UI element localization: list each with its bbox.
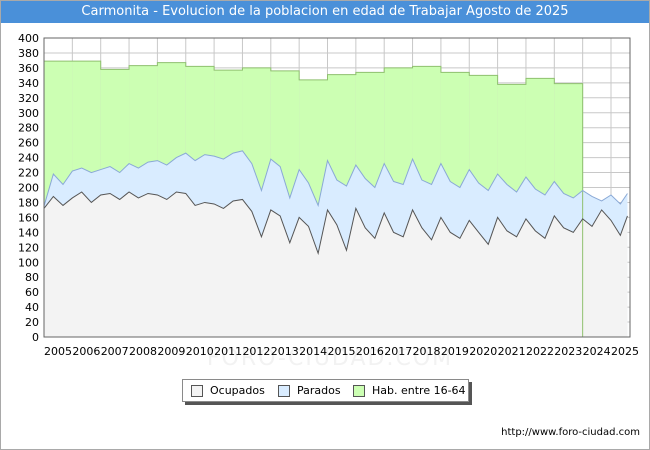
y-tick-label: 260 [18, 137, 39, 150]
x-tick-label: 2010 [186, 345, 214, 358]
y-tick-label: 200 [18, 182, 39, 195]
x-tick-label: 2014 [299, 345, 327, 358]
x-tick-label: 2013 [271, 345, 299, 358]
legend-swatch-parados [278, 384, 290, 397]
legend-item-parados: Parados [278, 380, 341, 401]
y-tick-label: 320 [18, 92, 39, 105]
legend-label-hab: Hab. entre 16-64 [372, 384, 466, 397]
y-tick-label: 20 [25, 316, 39, 329]
y-tick-label: 0 [32, 331, 39, 344]
y-tick-label: 60 [25, 286, 39, 299]
x-axis-ticks: 2005 2006 2007 2008 2009 2010 2011 2012 2013 2014… [44, 345, 639, 358]
legend: Ocupados Parados Hab. entre 16-64 [182, 379, 469, 402]
y-tick-label: 280 [18, 122, 39, 135]
x-tick-label: 2017 [384, 345, 412, 358]
y-tick-label: 300 [18, 107, 39, 120]
y-tick-label: 80 [25, 271, 39, 284]
y-tick-label: 220 [18, 167, 39, 180]
x-tick-label: 2008 [129, 345, 157, 358]
y-tick-label: 380 [18, 47, 39, 60]
y-tick-label: 40 [25, 301, 39, 314]
x-tick-label: 2012 [242, 345, 270, 358]
parados-line [43, 150, 628, 208]
series-areas [44, 61, 628, 338]
series-lines [43, 60, 628, 337]
hab-line [44, 60, 584, 337]
x-tick-label: 2023 [554, 345, 582, 358]
x-tick-label: 2025 [611, 345, 639, 358]
x-tick-label: 2009 [157, 345, 185, 358]
x-tick-label: 2024 [583, 345, 611, 358]
y-tick-label: 160 [18, 211, 39, 224]
y-tick-label: 100 [18, 256, 39, 269]
y-tick-label: 120 [18, 241, 39, 254]
legend-item-hab: Hab. entre 16-64 [353, 380, 466, 401]
ocupados-area [44, 191, 628, 337]
y-tick-label: 240 [18, 152, 39, 165]
legend-label-ocupados: Ocupados [210, 384, 265, 397]
y-tick-label: 340 [18, 77, 39, 90]
x-tick-label: 2005 [44, 345, 72, 358]
x-tick-label: 2006 [72, 345, 100, 358]
y-tick-label: 140 [18, 226, 39, 239]
x-tick-label: 2022 [526, 345, 554, 358]
x-tick-label: 2011 [214, 345, 242, 358]
x-tick-label: 2015 [328, 345, 356, 358]
watermark: FORO-CIUDAD.COM [207, 346, 453, 371]
x-tick-label: 2020 [469, 345, 497, 358]
x-tick-label: 2019 [441, 345, 469, 358]
y-tick-label: 400 [18, 32, 39, 45]
ocupados-line [43, 191, 628, 256]
y-tick-label: 360 [18, 62, 39, 75]
x-tick-label: 2021 [498, 345, 526, 358]
x-tick-label: 2018 [413, 345, 441, 358]
x-tick-label: 2016 [356, 345, 384, 358]
plot-border [43, 37, 631, 338]
chart-title: Carmonita - Evolucion de la poblacion en… [1, 1, 649, 23]
source-url: http://www.foro-ciudad.com [501, 427, 640, 438]
legend-swatch-hab [353, 384, 365, 397]
legend-label-parados: Parados [297, 384, 341, 397]
y-tick-label: 180 [18, 196, 39, 209]
legend-swatch-ocupados [191, 384, 203, 397]
x-tick-label: 2007 [101, 345, 129, 358]
legend-item-ocupados: Ocupados [191, 380, 265, 401]
